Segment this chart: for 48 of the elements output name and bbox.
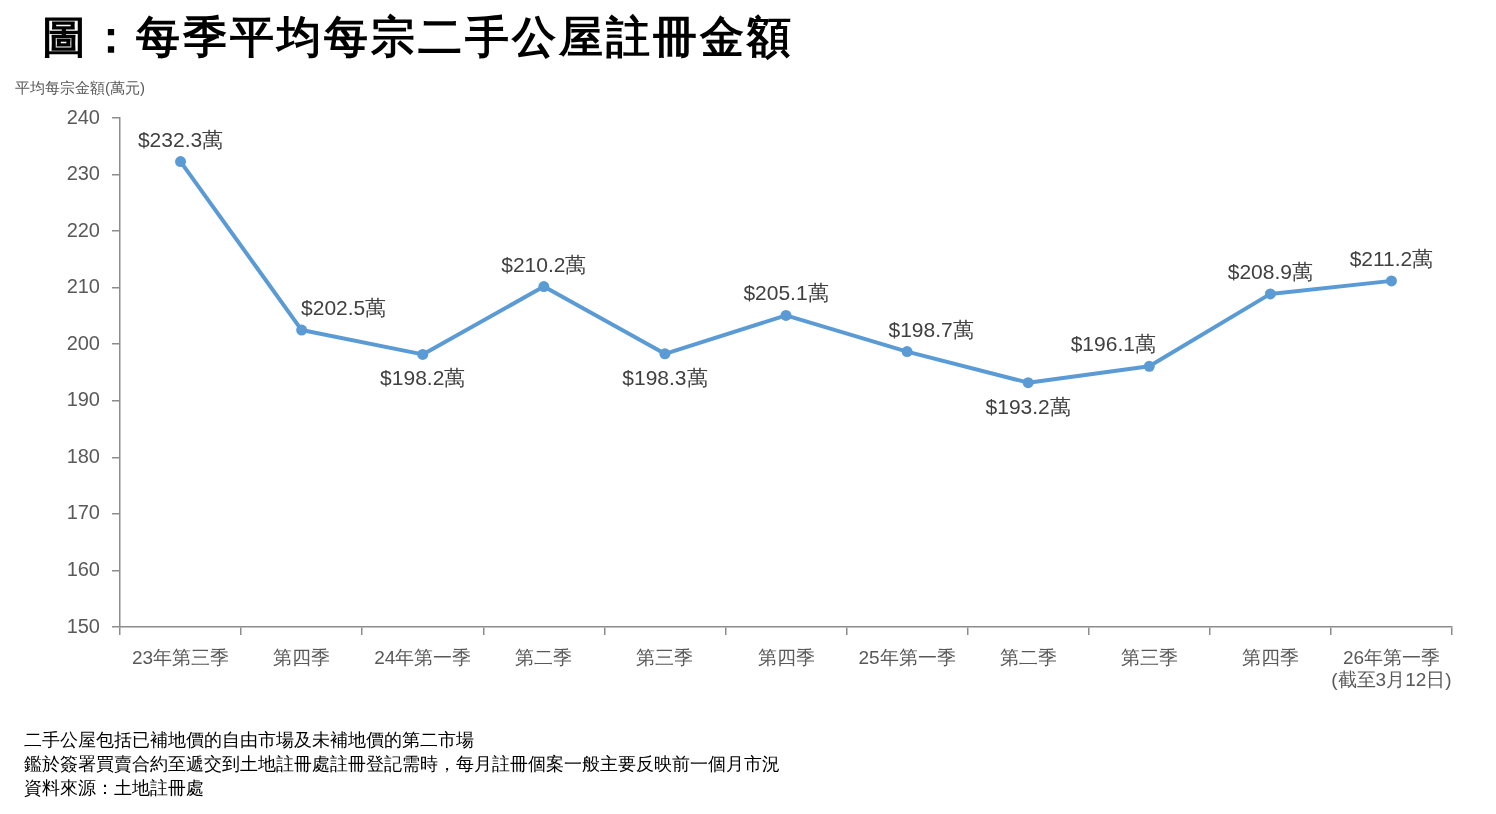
point (1143, 360, 1155, 372)
point (659, 348, 671, 360)
point (175, 156, 187, 168)
x-tick-label: 第四季 (1241, 646, 1299, 668)
y-tick-label: 220 (66, 218, 100, 241)
x-tick-label: 第四季 (757, 646, 815, 668)
y-tick-label: 160 (66, 557, 100, 580)
y-tick-label: 230 (66, 162, 100, 185)
y-tick-label: 170 (66, 501, 100, 524)
x-tick-label: 25年第一季 (858, 646, 956, 668)
data-label: $198.2萬 (380, 366, 466, 390)
source-note: 資料來源：土地註冊處 (24, 777, 205, 800)
x-tick-label: 第二季 (515, 646, 573, 668)
data-label: $205.1萬 (743, 281, 829, 305)
point (417, 348, 429, 360)
chart-title: 圖：每季平均每宗二手公屋註冊金額 (42, 11, 794, 63)
data-label: $196.1萬 (1070, 332, 1156, 356)
x-tick-label: 26年第一季 (截至3月12日) (1331, 646, 1452, 691)
data-label: $232.3萬 (137, 127, 224, 151)
point (1264, 288, 1276, 300)
x-tick-label: 第三季 (1120, 646, 1178, 668)
data-label: $193.2萬 (985, 394, 1071, 418)
x-tick-label: 24年第一季 (374, 646, 472, 668)
y-tick-label: 210 (66, 275, 100, 298)
y-axis-title: 平均每宗金額(萬元) (15, 79, 145, 98)
point (1022, 377, 1034, 389)
data-label: $202.5萬 (301, 296, 387, 320)
y-tick-label: 190 (66, 388, 100, 411)
point (901, 346, 913, 358)
data-label: $198.7萬 (888, 317, 974, 341)
point (780, 309, 792, 321)
x-tick-label: 23年第三季 (131, 646, 230, 668)
data-label: $210.2萬 (501, 252, 587, 276)
data-label: $208.9萬 (1227, 259, 1313, 283)
y-tick-label: 200 (66, 331, 100, 354)
y-tick-label: 180 (66, 444, 100, 467)
point (1385, 275, 1397, 287)
y-tick-label: 150 (66, 614, 100, 637)
data-label: $198.3萬 (622, 365, 708, 389)
x-tick-label: 第三季 (636, 646, 694, 668)
data-label: $211.2萬 (1349, 246, 1434, 270)
y-tick-label: 240 (66, 105, 100, 128)
x-tick-label: 第二季 (999, 646, 1057, 668)
point (296, 324, 308, 336)
text: 二手公屋包括已補地價的自由市場及未補地價的第二市場 (24, 729, 475, 752)
x-tick-label: 第四季 (273, 646, 331, 668)
point (538, 281, 550, 293)
text: 鑑於簽署買賣合約至遞交到土地註冊處註冊登記需時，每月註冊個案一般主要反映前一個月市況 (24, 753, 780, 776)
